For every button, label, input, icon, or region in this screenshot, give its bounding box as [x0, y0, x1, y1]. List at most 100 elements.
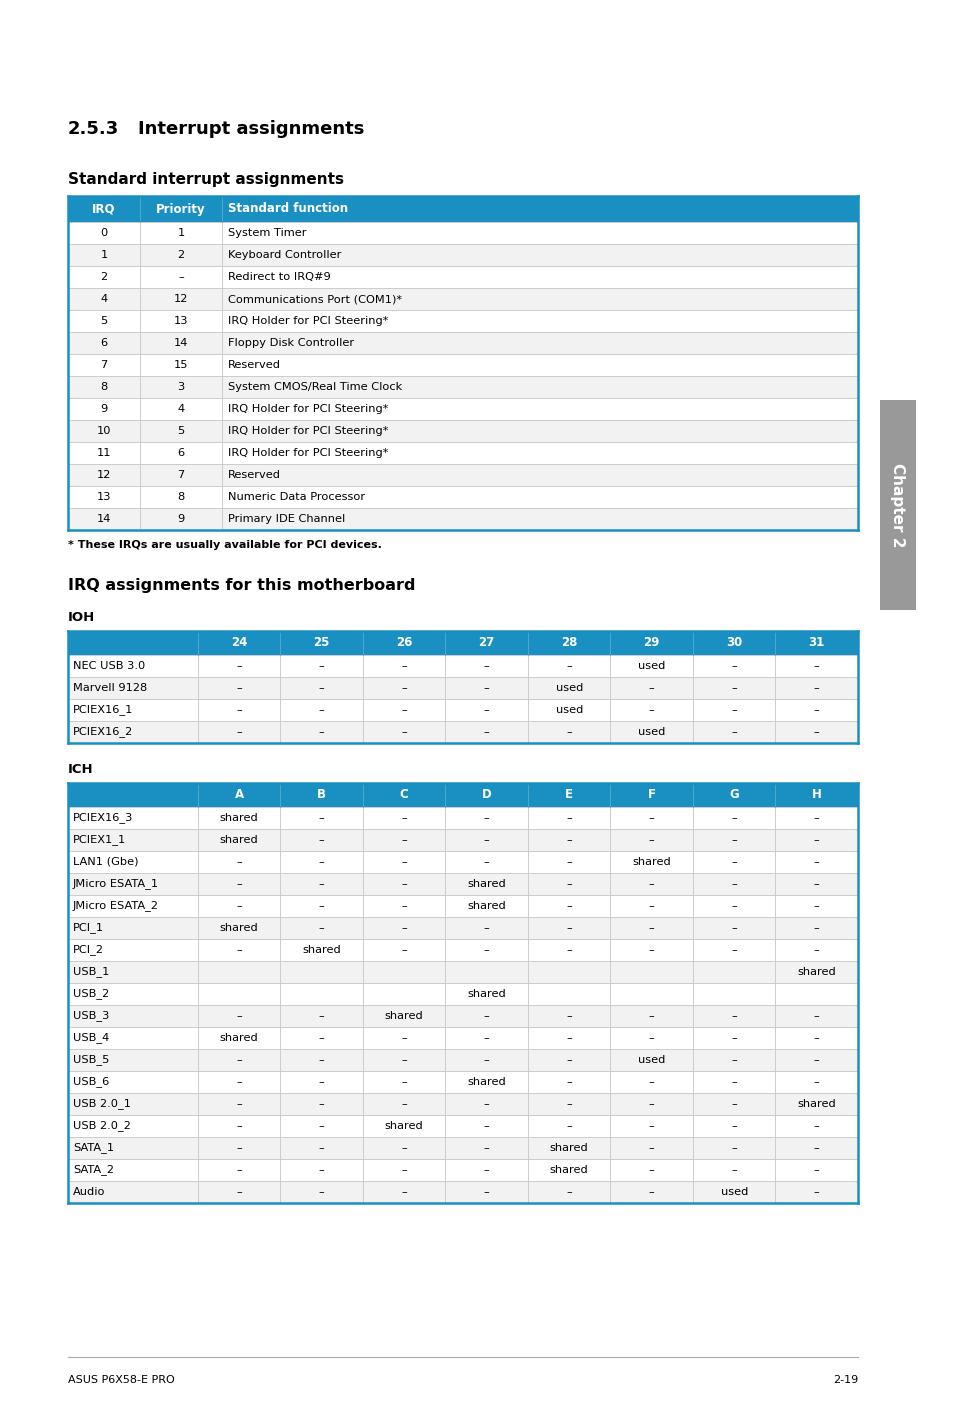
Text: 5: 5: [100, 316, 108, 326]
Text: 30: 30: [725, 637, 741, 649]
Text: 8: 8: [100, 381, 108, 391]
Text: 11: 11: [96, 448, 112, 458]
Text: G: G: [729, 788, 739, 801]
Text: –: –: [648, 900, 654, 910]
Text: –: –: [813, 661, 819, 671]
Text: –: –: [483, 923, 489, 933]
Text: –: –: [813, 900, 819, 910]
Text: 9: 9: [100, 404, 108, 414]
Text: –: –: [566, 727, 572, 737]
Text: –: –: [648, 1032, 654, 1044]
Text: Standard interrupt assignments: Standard interrupt assignments: [68, 172, 344, 187]
Text: Redirect to IRQ#9: Redirect to IRQ#9: [228, 272, 331, 282]
Bar: [68, 420, 857, 442]
Text: –: –: [236, 1011, 242, 1021]
Text: shared: shared: [467, 988, 506, 1000]
Text: –: –: [318, 1078, 324, 1088]
Bar: [68, 223, 857, 244]
Bar: [68, 917, 857, 939]
Text: –: –: [483, 1032, 489, 1044]
Text: –: –: [648, 1011, 654, 1021]
Text: shared: shared: [219, 835, 258, 845]
Text: –: –: [566, 1032, 572, 1044]
Text: shared: shared: [467, 900, 506, 910]
Text: –: –: [318, 1187, 324, 1197]
Text: D: D: [481, 788, 491, 801]
Bar: [68, 288, 857, 311]
Text: –: –: [401, 944, 407, 954]
Text: PCI_2: PCI_2: [73, 944, 104, 956]
Text: –: –: [731, 683, 737, 693]
Bar: [68, 830, 857, 851]
Text: JMicro ESATA_2: JMicro ESATA_2: [73, 900, 159, 912]
Bar: [68, 1049, 857, 1071]
Text: LAN1 (Gbe): LAN1 (Gbe): [73, 856, 138, 866]
Text: 31: 31: [808, 637, 824, 649]
Text: Floppy Disk Controller: Floppy Disk Controller: [228, 337, 354, 347]
Text: NEC USB 3.0: NEC USB 3.0: [73, 661, 145, 671]
Text: –: –: [401, 1143, 407, 1153]
Text: –: –: [813, 1166, 819, 1176]
Text: –: –: [483, 727, 489, 737]
Text: 9: 9: [177, 513, 185, 525]
Text: –: –: [813, 923, 819, 933]
Text: USB_3: USB_3: [73, 1011, 110, 1021]
Text: shared: shared: [219, 923, 258, 933]
Text: –: –: [483, 813, 489, 822]
Text: –: –: [813, 1187, 819, 1197]
Text: –: –: [318, 900, 324, 910]
Text: Reserved: Reserved: [228, 360, 281, 370]
Text: SATA_2: SATA_2: [73, 1164, 113, 1176]
Bar: [68, 699, 857, 720]
Text: –: –: [648, 1166, 654, 1176]
Text: –: –: [731, 1166, 737, 1176]
Text: –: –: [648, 923, 654, 933]
Text: –: –: [648, 705, 654, 715]
Text: shared: shared: [632, 856, 670, 866]
Text: –: –: [318, 1166, 324, 1176]
Text: Interrupt assignments: Interrupt assignments: [138, 121, 364, 138]
Text: –: –: [648, 1122, 654, 1132]
Bar: [68, 783, 857, 807]
Text: –: –: [401, 1187, 407, 1197]
Text: –: –: [566, 813, 572, 822]
Text: –: –: [648, 1143, 654, 1153]
Text: –: –: [401, 683, 407, 693]
Text: –: –: [236, 727, 242, 737]
Text: SATA_1: SATA_1: [73, 1143, 114, 1153]
Text: IOH: IOH: [68, 611, 95, 624]
Text: –: –: [813, 813, 819, 822]
Text: 10: 10: [96, 425, 112, 435]
Bar: [68, 1137, 857, 1159]
Text: –: –: [648, 683, 654, 693]
Text: –: –: [236, 900, 242, 910]
Bar: [68, 196, 857, 223]
Text: Reserved: Reserved: [228, 469, 281, 481]
Text: –: –: [401, 813, 407, 822]
Text: –: –: [236, 856, 242, 866]
Text: –: –: [731, 879, 737, 889]
Text: 4: 4: [177, 404, 184, 414]
Text: 12: 12: [173, 294, 188, 303]
Text: –: –: [731, 900, 737, 910]
Text: 14: 14: [96, 513, 112, 525]
Text: –: –: [648, 1099, 654, 1109]
Text: –: –: [483, 1122, 489, 1132]
Text: 3: 3: [177, 381, 185, 391]
Text: –: –: [731, 661, 737, 671]
Bar: [68, 655, 857, 676]
Text: –: –: [236, 683, 242, 693]
Text: B: B: [317, 788, 326, 801]
Text: PCIEX16_2: PCIEX16_2: [73, 726, 133, 737]
Text: –: –: [483, 683, 489, 693]
Text: IRQ Holder for PCI Steering*: IRQ Holder for PCI Steering*: [228, 425, 388, 435]
Text: –: –: [731, 944, 737, 954]
Bar: [68, 807, 857, 830]
Text: Keyboard Controller: Keyboard Controller: [228, 250, 341, 259]
Text: –: –: [236, 1055, 242, 1065]
Text: –: –: [648, 835, 654, 845]
Text: 6: 6: [177, 448, 184, 458]
Text: –: –: [648, 1187, 654, 1197]
Text: shared: shared: [467, 1078, 506, 1088]
Text: 2-19: 2-19: [832, 1375, 857, 1385]
